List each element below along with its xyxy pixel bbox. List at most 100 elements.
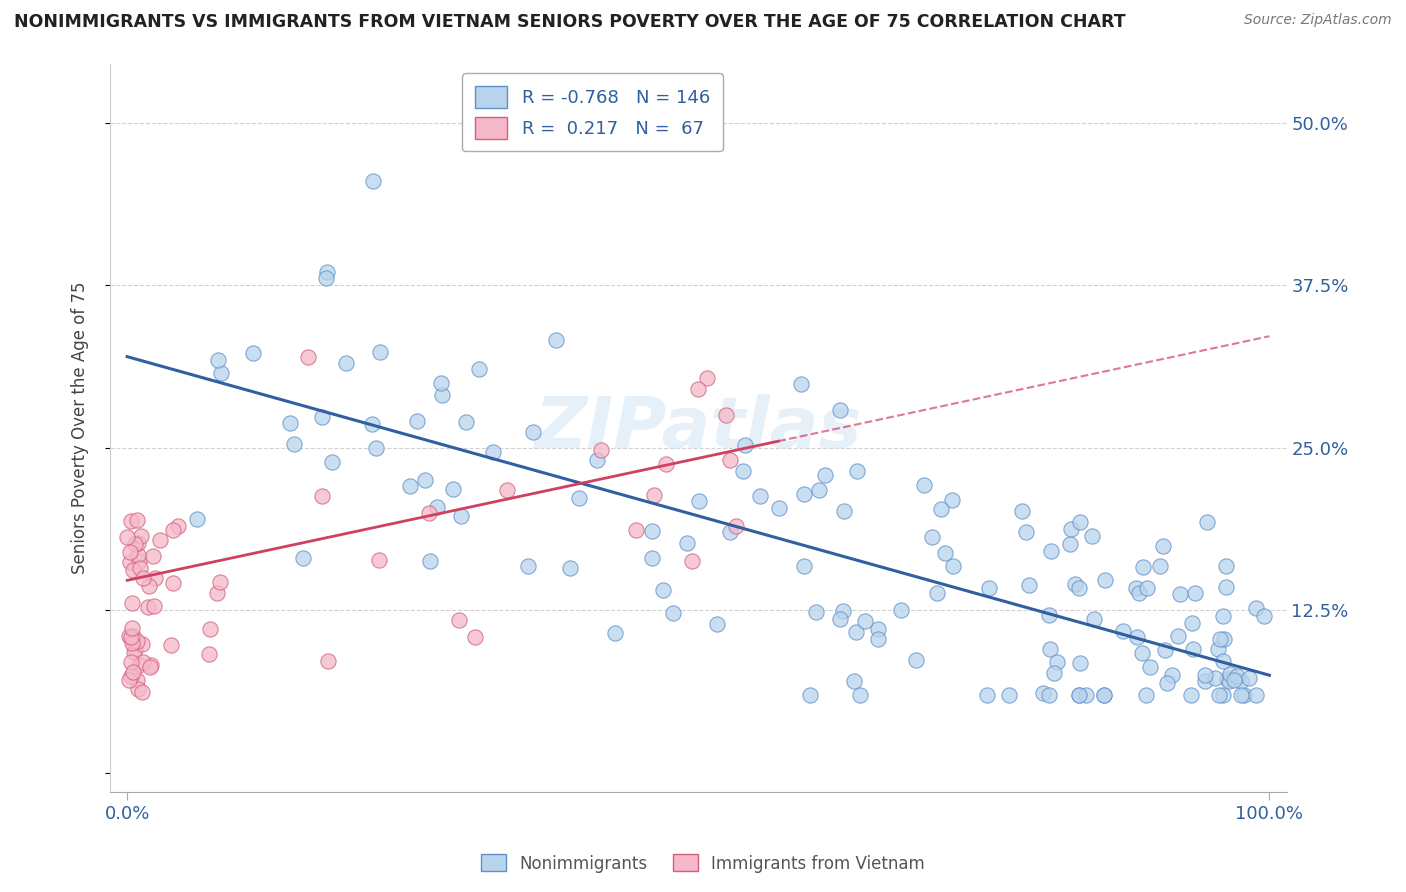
Point xyxy=(1011,504,1033,518)
Point xyxy=(934,545,956,559)
Point xyxy=(127,536,149,550)
Point xyxy=(456,415,478,429)
Point xyxy=(131,685,153,699)
Point xyxy=(603,625,626,640)
Point xyxy=(125,513,148,527)
Point xyxy=(118,555,141,569)
Point xyxy=(430,388,453,402)
Point xyxy=(1206,642,1229,657)
Point xyxy=(733,465,755,479)
Point xyxy=(1233,688,1256,702)
Point xyxy=(132,571,155,585)
Legend: Nonimmigrants, Immigrants from Vietnam: Nonimmigrants, Immigrants from Vietnam xyxy=(475,847,931,880)
Point xyxy=(128,657,150,672)
Point xyxy=(834,504,856,518)
Point xyxy=(1215,558,1237,573)
Point xyxy=(845,625,868,640)
Point xyxy=(441,482,464,496)
Point xyxy=(121,621,143,635)
Point xyxy=(1244,601,1267,615)
Point xyxy=(1083,612,1105,626)
Point xyxy=(921,531,943,545)
Point xyxy=(242,346,264,360)
Point xyxy=(626,523,648,537)
Point xyxy=(1212,688,1234,702)
Text: Source: ZipAtlas.com: Source: ZipAtlas.com xyxy=(1244,13,1392,28)
Point xyxy=(1063,576,1085,591)
Point xyxy=(364,441,387,455)
Point xyxy=(368,553,391,567)
Point xyxy=(977,581,1000,595)
Point xyxy=(1067,688,1090,702)
Point xyxy=(1215,672,1237,686)
Point xyxy=(718,453,741,467)
Point xyxy=(652,583,675,598)
Point xyxy=(853,614,876,628)
Point xyxy=(681,554,703,568)
Point xyxy=(706,617,728,632)
Point xyxy=(291,550,314,565)
Point xyxy=(1230,688,1253,702)
Point xyxy=(1069,581,1091,595)
Point xyxy=(426,500,449,515)
Point xyxy=(122,645,145,659)
Point xyxy=(120,514,142,528)
Point xyxy=(1212,654,1234,668)
Point xyxy=(1069,657,1091,671)
Point xyxy=(643,488,665,502)
Point xyxy=(405,414,427,428)
Point xyxy=(830,612,852,626)
Point xyxy=(467,362,489,376)
Point xyxy=(1092,688,1115,702)
Point xyxy=(517,558,540,573)
Point xyxy=(1069,515,1091,529)
Point xyxy=(127,633,149,648)
Point xyxy=(688,494,710,508)
Point xyxy=(1018,578,1040,592)
Point xyxy=(976,688,998,702)
Point xyxy=(450,508,472,523)
Point xyxy=(832,604,855,618)
Point xyxy=(640,551,662,566)
Point xyxy=(793,558,815,573)
Point xyxy=(1230,673,1253,688)
Point xyxy=(849,688,872,702)
Point xyxy=(1067,688,1090,702)
Point xyxy=(1059,537,1081,551)
Point xyxy=(118,673,141,687)
Point xyxy=(139,660,162,674)
Point xyxy=(696,370,718,384)
Point xyxy=(925,585,948,599)
Point xyxy=(124,641,146,656)
Point xyxy=(1046,655,1069,669)
Point xyxy=(842,673,865,688)
Point xyxy=(122,665,145,680)
Point xyxy=(128,553,150,567)
Point xyxy=(149,533,172,547)
Point xyxy=(1081,529,1104,543)
Point xyxy=(676,536,699,550)
Point xyxy=(160,638,183,652)
Point xyxy=(688,383,710,397)
Point xyxy=(1060,522,1083,536)
Point xyxy=(1208,688,1230,702)
Point xyxy=(162,523,184,537)
Point xyxy=(814,467,837,482)
Point xyxy=(1094,574,1116,588)
Point xyxy=(162,576,184,591)
Point xyxy=(522,425,544,439)
Point xyxy=(1167,629,1189,643)
Point xyxy=(143,599,166,613)
Point xyxy=(413,473,436,487)
Point xyxy=(127,682,149,697)
Legend: R = -0.768   N = 146, R =  0.217   N =  67: R = -0.768 N = 146, R = 0.217 N = 67 xyxy=(463,73,723,152)
Point xyxy=(661,606,683,620)
Point xyxy=(418,506,440,520)
Point xyxy=(311,489,333,503)
Point xyxy=(316,653,339,667)
Point xyxy=(931,502,953,516)
Point xyxy=(586,452,609,467)
Point xyxy=(591,443,613,458)
Point xyxy=(315,271,337,285)
Text: NONIMMIGRANTS VS IMMIGRANTS FROM VIETNAM SENIORS POVERTY OVER THE AGE OF 75 CORR: NONIMMIGRANTS VS IMMIGRANTS FROM VIETNAM… xyxy=(14,13,1126,31)
